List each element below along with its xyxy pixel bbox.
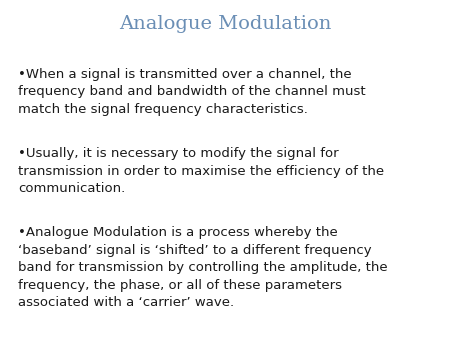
Text: •Analogue Modulation is a process whereby the
‘baseband’ signal is ‘shifted’ to : •Analogue Modulation is a process whereb…	[18, 226, 387, 310]
Text: •Usually, it is necessary to modify the signal for
transmission in order to maxi: •Usually, it is necessary to modify the …	[18, 147, 384, 195]
Text: Analogue Modulation: Analogue Modulation	[119, 15, 331, 33]
Text: •When a signal is transmitted over a channel, the
frequency band and bandwidth o: •When a signal is transmitted over a cha…	[18, 68, 365, 116]
